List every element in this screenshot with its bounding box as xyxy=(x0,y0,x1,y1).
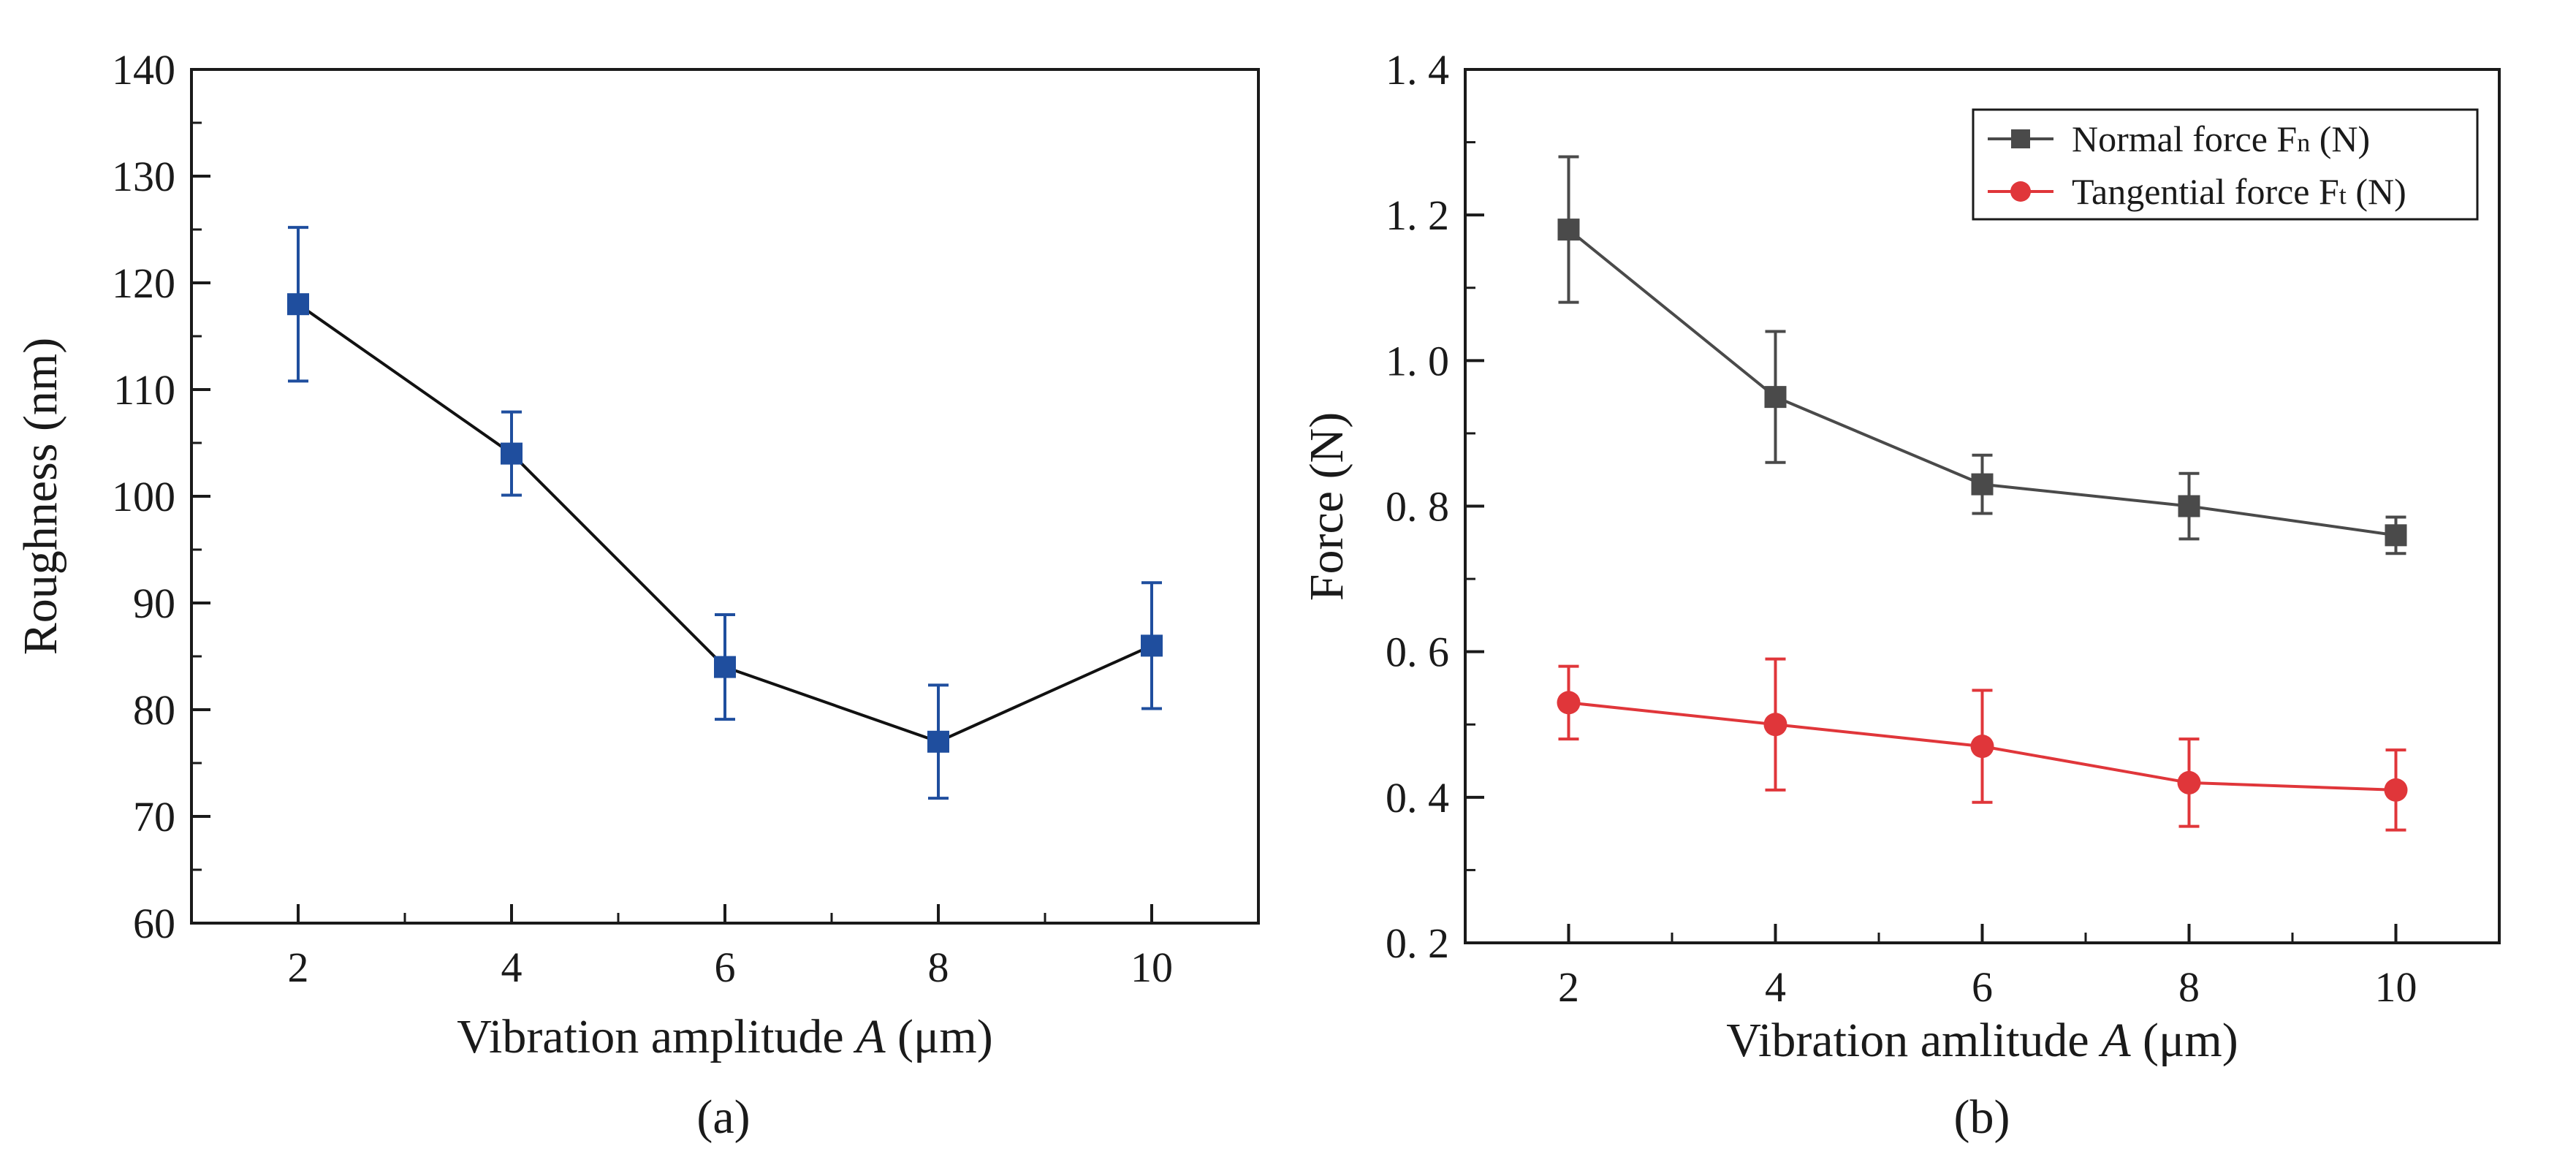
y-tick-label: 0. 6 xyxy=(1386,629,1449,676)
x-tick-label: 8 xyxy=(928,944,949,991)
y-tick-label: 90 xyxy=(133,580,175,627)
x-tick-label: 6 xyxy=(715,944,736,991)
legend-marker-square xyxy=(2011,129,2030,148)
panel-caption: (a) xyxy=(696,1090,750,1144)
data-point-square xyxy=(714,656,736,678)
data-point-square xyxy=(2385,524,2407,547)
y-tick-label: 0. 8 xyxy=(1386,483,1449,531)
legend-label: Normal force Fn (N) xyxy=(2072,118,2370,159)
x-tick-label: 10 xyxy=(2375,963,2417,1011)
legend-entry-0: Normal force Fn (N) xyxy=(1988,118,2370,159)
y-tick-label: 80 xyxy=(133,686,175,734)
data-point-circle xyxy=(1970,735,1994,759)
x-axis-label-space xyxy=(886,1010,898,1063)
y-tick-label: 70 xyxy=(133,793,175,841)
legend-label-unit: (N) xyxy=(2310,118,2370,159)
x-axis-label-space xyxy=(2131,1014,2143,1067)
y-axis-label: Force (N) xyxy=(1300,412,1353,601)
x-axis-label-unit: (μm) xyxy=(2143,1014,2238,1067)
legend-label-main: Tangential force F xyxy=(2072,171,2339,212)
x-tick-label: 2 xyxy=(1558,963,1579,1011)
data-point-square xyxy=(927,730,949,753)
panel-b-force-chart: 2 4 6 8 10 0. 2 0. 4 0. 6 0. 8 1. 0 1. 2 1. 4 Vibrat… xyxy=(1300,46,2501,1144)
panel-caption: (b) xyxy=(1954,1090,2010,1144)
y-tick-label: 110 xyxy=(113,366,175,414)
x-tick-label: 6 xyxy=(1972,963,1993,1011)
plot-frame xyxy=(190,68,1260,925)
legend-label-subscript: n xyxy=(2297,128,2310,157)
data-point-circle xyxy=(1557,691,1581,715)
x-tick-label: 2 xyxy=(288,944,309,991)
x-axis-label-space xyxy=(2089,1014,2102,1067)
y-tick-label: 140 xyxy=(112,46,175,94)
legend-label-main: Normal force F xyxy=(2072,118,2297,159)
data-point-square xyxy=(1764,386,1787,409)
data-point-circle xyxy=(1763,713,1787,737)
x-axis-label-space xyxy=(844,1010,856,1063)
series-0 xyxy=(287,226,1163,800)
legend-label-subscript: t xyxy=(2339,181,2347,210)
y-tick-label: 0. 4 xyxy=(1386,774,1449,822)
legend-label: Tangential force Ft (N) xyxy=(2072,171,2406,212)
series-0 xyxy=(1557,155,2407,555)
legend-box xyxy=(1972,108,2479,221)
x-tick-label: 4 xyxy=(1765,963,1786,1011)
x-axis-label-variable: A xyxy=(853,1010,886,1063)
x-axis-label-unit: (μm) xyxy=(897,1010,993,1063)
data-point-square xyxy=(501,442,523,465)
data-point-square xyxy=(1141,634,1163,657)
data-point-square xyxy=(1971,473,1994,496)
x-tick-label: 10 xyxy=(1131,944,1173,991)
data-point-circle xyxy=(2384,778,2408,802)
legend-label-unit: (N) xyxy=(2347,171,2406,212)
y-tick-label: 1. 4 xyxy=(1386,46,1449,94)
panel-a-roughness-chart: 2 4 6 8 10 60 70 80 90 100 110 120 130 140 Vibration a… xyxy=(14,46,1260,1144)
y-tick-label: 60 xyxy=(133,900,175,947)
data-point-circle xyxy=(2177,770,2201,794)
legend-entry-1: Tangential force Ft (N) xyxy=(1988,171,2406,212)
data-point-square xyxy=(2178,495,2200,517)
y-tick-label: 1. 2 xyxy=(1386,191,1449,239)
y-axis-label: Roughness (nm) xyxy=(14,338,67,655)
x-axis-label-text: Vibration amplitude xyxy=(457,1010,843,1063)
x-axis-label: Vibration amlitude A (μm) xyxy=(1726,1014,2238,1067)
x-tick-label: 8 xyxy=(2178,963,2200,1011)
x-axis-label-text: Vibration amlitude xyxy=(1726,1014,2089,1067)
x-axis-label: Vibration amplitude A (μm) xyxy=(457,1010,992,1063)
y-tick-label: 1. 0 xyxy=(1386,337,1449,384)
y-tick-label: 0. 2 xyxy=(1386,919,1449,967)
y-tick-label: 100 xyxy=(112,473,175,520)
legend: Normal force Fn (N)Tangential force Ft (… xyxy=(1972,108,2479,221)
x-axis-label-variable: A xyxy=(2098,1014,2131,1067)
y-tick-label: 120 xyxy=(112,259,175,307)
y-tick-label: 130 xyxy=(112,153,175,200)
data-point-square xyxy=(1557,219,1580,241)
x-tick-label: 4 xyxy=(501,944,523,991)
legend-marker-circle xyxy=(2010,181,2031,202)
series-1 xyxy=(1557,657,2408,832)
data-point-square xyxy=(287,293,309,316)
